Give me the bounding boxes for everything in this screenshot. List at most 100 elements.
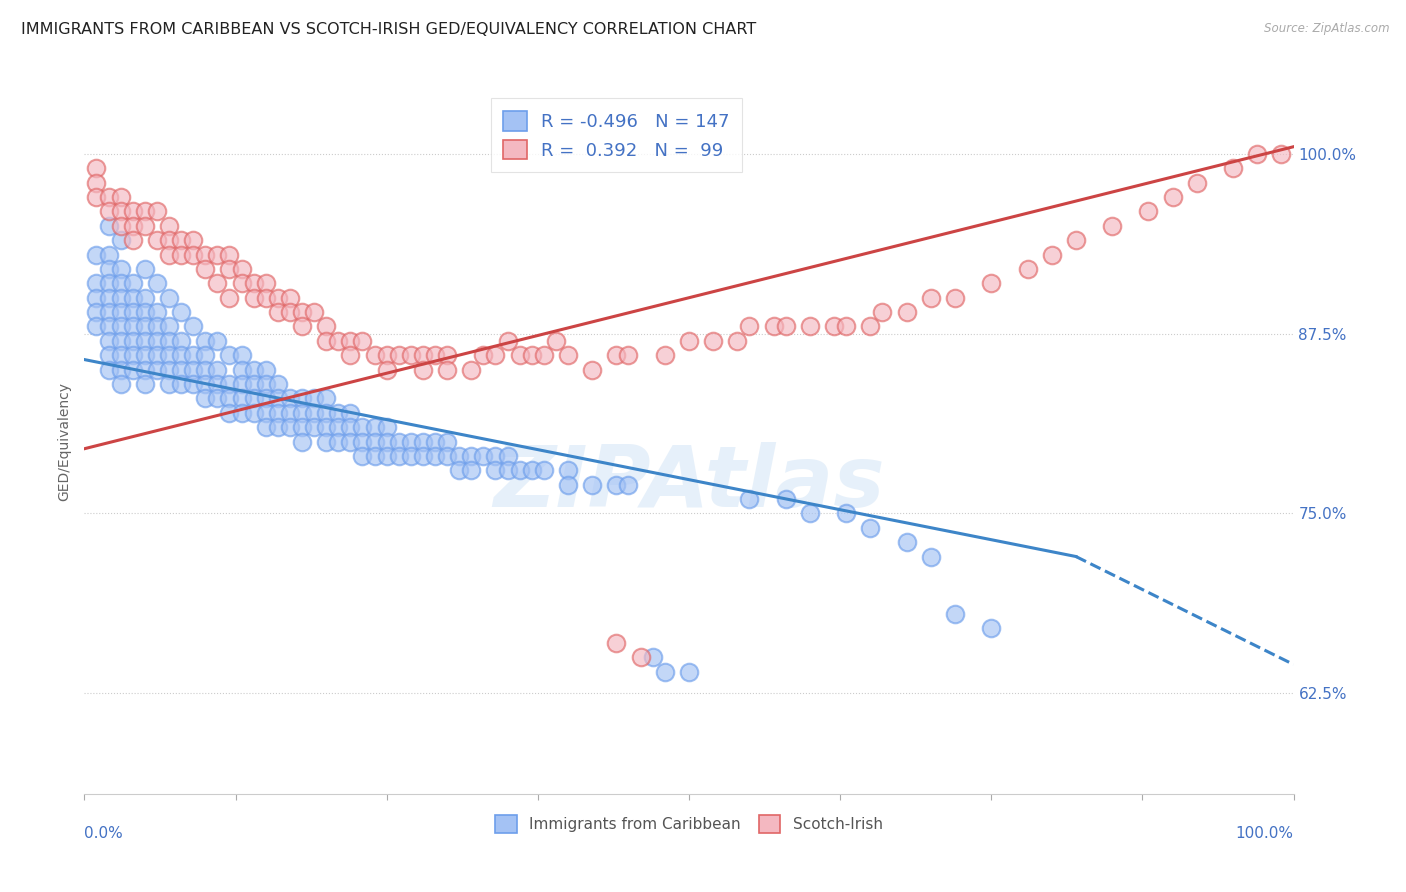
Point: [859, 521, 882, 535]
Point: [134, 204, 156, 219]
Point: [302, 406, 325, 420]
Point: [702, 334, 724, 348]
Point: [254, 377, 277, 392]
Point: [218, 291, 240, 305]
Point: [157, 362, 180, 376]
Point: [460, 449, 482, 463]
Point: [170, 348, 193, 362]
Point: [835, 507, 858, 521]
Point: [181, 233, 204, 247]
Point: [267, 406, 290, 420]
Point: [328, 334, 350, 348]
Point: [943, 291, 966, 305]
Point: [97, 319, 120, 334]
Text: 100.0%: 100.0%: [1236, 826, 1294, 840]
Point: [617, 348, 640, 362]
Point: [291, 319, 314, 334]
Point: [97, 362, 120, 376]
Point: [412, 348, 434, 362]
Point: [97, 334, 120, 348]
Point: [1040, 247, 1063, 261]
Point: [799, 319, 821, 334]
Point: [920, 549, 942, 564]
Point: [496, 334, 519, 348]
Point: [134, 291, 156, 305]
Point: [278, 406, 301, 420]
Point: [110, 190, 132, 204]
Point: [86, 176, 108, 190]
Point: [509, 463, 531, 477]
Point: [557, 463, 579, 477]
Point: [1137, 204, 1160, 219]
Legend: Immigrants from Caribbean, Scotch-Irish: Immigrants from Caribbean, Scotch-Irish: [489, 809, 889, 839]
Point: [134, 262, 156, 277]
Point: [352, 334, 374, 348]
Point: [146, 348, 169, 362]
Point: [121, 219, 143, 233]
Point: [146, 362, 169, 376]
Point: [267, 420, 290, 434]
Point: [352, 449, 374, 463]
Point: [339, 434, 361, 449]
Point: [86, 291, 108, 305]
Point: [207, 377, 229, 392]
Point: [1101, 219, 1123, 233]
Point: [181, 377, 204, 392]
Point: [121, 291, 143, 305]
Point: [97, 291, 120, 305]
Point: [328, 434, 350, 449]
Point: [194, 392, 217, 406]
Point: [121, 204, 143, 219]
Point: [134, 219, 156, 233]
Point: [436, 348, 458, 362]
Point: [496, 449, 519, 463]
Point: [352, 434, 374, 449]
Point: [605, 636, 627, 650]
Point: [278, 305, 301, 319]
Point: [412, 449, 434, 463]
Point: [605, 348, 627, 362]
Point: [157, 348, 180, 362]
Point: [449, 463, 471, 477]
Point: [134, 305, 156, 319]
Point: [460, 362, 482, 376]
Point: [218, 262, 240, 277]
Point: [231, 262, 253, 277]
Point: [581, 477, 603, 491]
Point: [484, 463, 506, 477]
Point: [110, 362, 132, 376]
Point: [449, 449, 471, 463]
Point: [678, 665, 700, 679]
Point: [980, 277, 1002, 291]
Point: [242, 406, 264, 420]
Text: IMMIGRANTS FROM CARIBBEAN VS SCOTCH-IRISH GED/EQUIVALENCY CORRELATION CHART: IMMIGRANTS FROM CARIBBEAN VS SCOTCH-IRIS…: [21, 22, 756, 37]
Point: [146, 334, 169, 348]
Point: [170, 247, 193, 261]
Point: [278, 392, 301, 406]
Point: [1064, 233, 1087, 247]
Point: [267, 291, 290, 305]
Point: [302, 305, 325, 319]
Point: [1185, 176, 1208, 190]
Point: [775, 319, 797, 334]
Point: [86, 161, 108, 176]
Point: [97, 247, 120, 261]
Point: [363, 434, 385, 449]
Point: [738, 491, 761, 506]
Point: [218, 377, 240, 392]
Point: [146, 204, 169, 219]
Point: [231, 348, 253, 362]
Point: [242, 362, 264, 376]
Point: [315, 434, 337, 449]
Point: [436, 449, 458, 463]
Point: [315, 334, 337, 348]
Point: [775, 491, 797, 506]
Point: [762, 319, 785, 334]
Point: [97, 219, 120, 233]
Point: [134, 362, 156, 376]
Point: [859, 319, 882, 334]
Point: [291, 434, 314, 449]
Point: [194, 262, 217, 277]
Point: [86, 305, 108, 319]
Point: [218, 247, 240, 261]
